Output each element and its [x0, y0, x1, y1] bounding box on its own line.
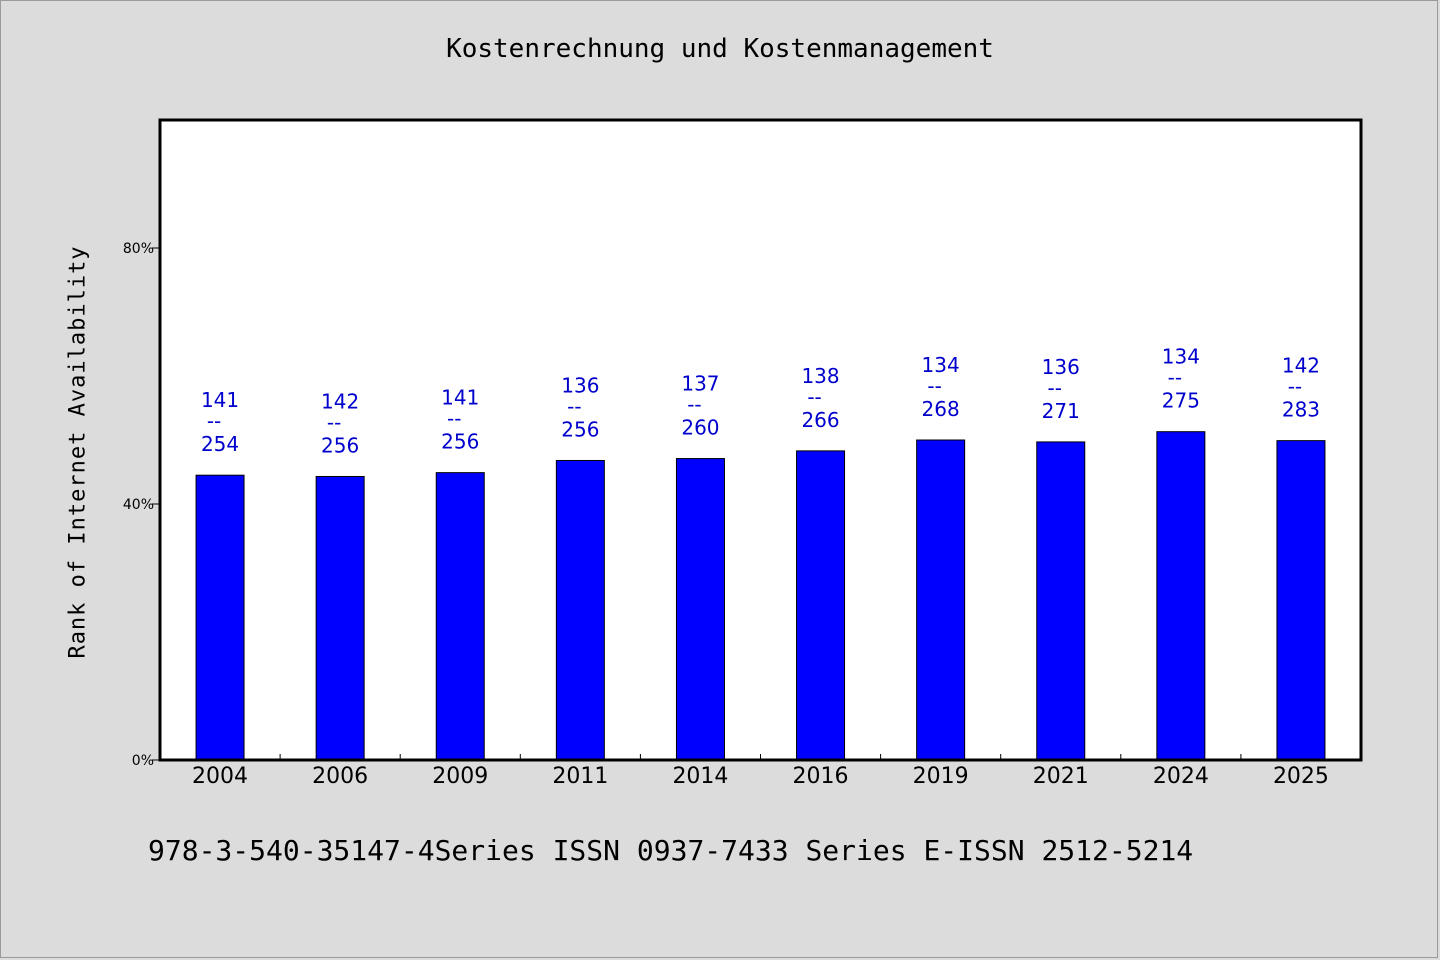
data-label-top: 142: [321, 389, 359, 413]
data-label-separator: --: [447, 407, 461, 431]
bar: [916, 439, 966, 761]
bar: [555, 459, 605, 761]
y-ticks-group: 0% 40% 80%: [123, 241, 160, 769]
x-tick-label: 2009: [432, 764, 488, 789]
y-tick-label: 80%: [123, 241, 154, 257]
bar: [315, 475, 365, 761]
data-label-separator: --: [927, 374, 941, 398]
data-label-top: 137: [681, 372, 719, 396]
x-tick-label: 2014: [672, 764, 728, 789]
x-ticks-group: 2004 2006 2009 2011 2014 2016 2019 2021 2024 2025: [192, 754, 1329, 789]
data-label-top: 141: [441, 386, 479, 410]
data-label-bottom: 256: [321, 433, 359, 457]
data-label-bottom: 254: [201, 432, 239, 456]
bar: [195, 474, 245, 761]
x-tick-label: 2016: [793, 764, 849, 789]
data-label-separator: --: [207, 409, 221, 433]
y-tick-label: 40%: [123, 497, 154, 513]
y-tick-label: 0%: [132, 753, 154, 769]
data-label-top: 134: [1162, 345, 1200, 369]
footer-isbn-issn: 978-3-540-35147-4Series ISSN 0937-7433 S…: [148, 834, 1194, 867]
data-label-top: 136: [1042, 355, 1080, 379]
data-labels-group: 141--254142--256141--256136--256137--260…: [201, 345, 1320, 458]
data-label-bottom: 275: [1162, 389, 1200, 413]
data-label-separator: --: [1048, 376, 1062, 400]
data-label-bottom: 266: [801, 408, 839, 432]
data-label-top: 134: [922, 353, 960, 377]
data-label-bottom: 271: [1042, 399, 1080, 423]
data-label-top: 142: [1282, 354, 1320, 378]
bar: [1276, 440, 1326, 761]
bar: [796, 450, 846, 761]
data-label-top: 138: [801, 364, 839, 388]
data-label-top: 136: [561, 373, 599, 397]
x-tick-label: 2011: [552, 764, 608, 789]
data-label-separator: --: [1168, 366, 1182, 390]
data-label-separator: --: [567, 394, 581, 418]
x-tick-label: 2019: [913, 764, 969, 789]
x-tick-label: 2025: [1273, 764, 1329, 789]
data-label-bottom: 256: [441, 430, 479, 454]
data-label-separator: --: [687, 393, 701, 417]
bar: [1036, 441, 1086, 761]
data-label-bottom: 260: [681, 416, 719, 440]
x-tick-label: 2006: [312, 764, 368, 789]
data-label-separator: --: [1288, 375, 1302, 399]
data-label-separator: --: [327, 410, 341, 434]
data-label-bottom: 256: [561, 417, 599, 441]
data-label-top: 141: [201, 388, 239, 412]
bar: [435, 472, 485, 761]
data-label-bottom: 283: [1282, 398, 1320, 422]
x-tick-label: 2004: [192, 764, 248, 789]
x-tick-label: 2021: [1033, 764, 1089, 789]
plot-border: [158, 118, 1363, 762]
bars-group: [195, 431, 1326, 761]
chart-title: Kostenrechnung und Kostenmanagement: [446, 34, 994, 64]
bar: [675, 458, 725, 761]
data-label-separator: --: [807, 385, 821, 409]
x-tick-label: 2024: [1153, 764, 1209, 789]
data-label-bottom: 268: [922, 397, 960, 421]
bar: [1156, 431, 1206, 761]
